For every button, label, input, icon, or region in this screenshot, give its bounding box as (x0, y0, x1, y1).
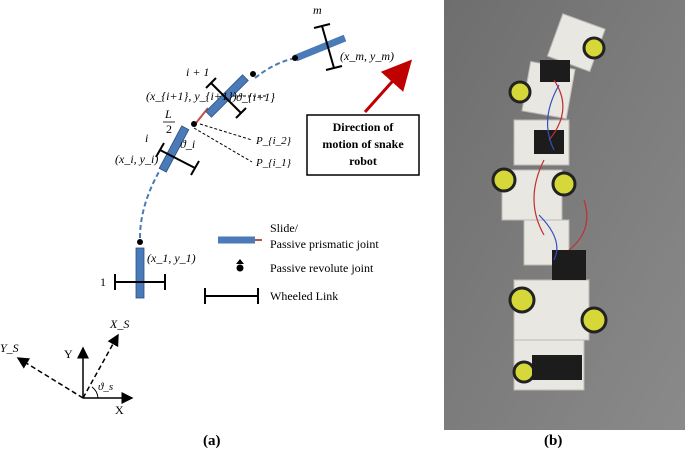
legend: Slide/ Passive prismatic joint Passive r… (204, 221, 379, 304)
axis-y-label: Y (64, 347, 73, 361)
link-i-number: i (145, 131, 148, 145)
dashed-link-lower (139, 169, 161, 239)
snake-robot-schematic: Y X Y_S X_S ϑ_s 1 (x_1, y_1) i (x_i, y_i… (0, 3, 420, 417)
direction-line-2: motion of snake (322, 137, 404, 151)
link-i-coords: (x_i, y_i) (115, 152, 158, 166)
theta-i-label: ϑ_i (180, 137, 195, 151)
theta-i1-label: ϑ_{i+1} (236, 90, 275, 104)
link-i1-number: i + 1 (186, 65, 209, 79)
axis-ys-label: Y_S (0, 341, 19, 355)
link-1: 1 (x_1, y_1) (100, 239, 196, 299)
link-i1-coords: (x_{i+1}, y_{i+1}) (146, 89, 237, 103)
direction-box (306, 114, 420, 176)
global-frame: Y X Y_S X_S ϑ_s (0, 317, 134, 417)
direction-line-3: robot (349, 154, 377, 168)
link-m: m (x_m, y_m) (292, 3, 394, 71)
point-pi1-label: P_{i_1} (255, 157, 292, 169)
link-m-number: m (313, 3, 322, 17)
link-1-coords: (x_1, y_1) (147, 251, 196, 265)
caption-a: (a) (203, 433, 221, 449)
link-i: i (x_i, y_i) ϑ_i L 2 P_{i_2} P_{i_1} (115, 107, 292, 176)
link-i-plus-1: i + 1 (x_{i+1}, y_{i+1}) ϑ_{i+1} (146, 65, 275, 119)
legend-revolute: Passive revolute joint (270, 261, 374, 275)
revolute-joint-icon (236, 259, 244, 272)
direction-arrow (363, 59, 413, 114)
caption-b: (b) (544, 433, 563, 449)
legend-slide-line-1: Slide/ (270, 221, 299, 235)
dashed-link-upper (254, 57, 297, 79)
snake-robot-photo (444, 0, 685, 430)
link-1-number: 1 (100, 275, 106, 289)
axis-xs-label: X_S (109, 317, 129, 331)
point-pi2-label: P_{i_2} (255, 135, 292, 147)
length-two-label: 2 (166, 122, 172, 136)
theta-s-label: ϑ_s (98, 381, 113, 393)
link-m-coords: (x_m, y_m) (340, 49, 394, 63)
legend-slide-line-2: Passive prismatic joint (270, 237, 379, 251)
legend-wheeled: Wheeled Link (270, 289, 338, 303)
length-l-label: L (164, 107, 172, 121)
direction-line-1: Direction of (333, 120, 395, 134)
axis-x-label: X (115, 403, 124, 417)
